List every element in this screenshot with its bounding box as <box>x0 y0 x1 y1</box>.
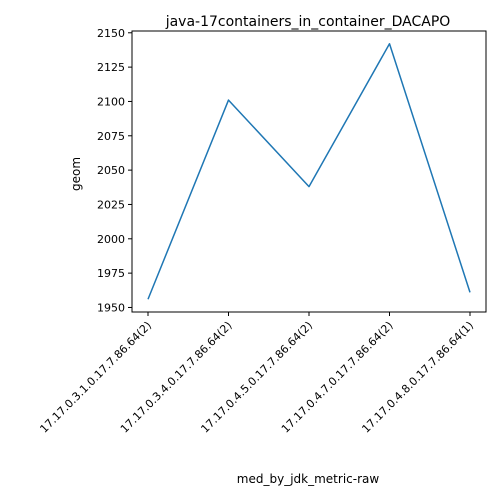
chart-title: java-17containers_in_container_DACAPO <box>165 14 451 30</box>
axes-frame <box>131 30 487 313</box>
y-tick-label: 1975 <box>97 267 125 280</box>
y-tick-label: 2100 <box>97 95 125 108</box>
y-tick-label: 1950 <box>97 301 125 314</box>
y-tick-label: 2000 <box>97 233 125 246</box>
y-tick-label: 2050 <box>97 164 125 177</box>
series-line <box>147 43 471 300</box>
y-tick-label: 2125 <box>97 61 125 74</box>
x-axis: 17.17.0.3.1.0.17.7.86.64(2)17.17.0.3.4.0… <box>37 312 476 436</box>
y-axis-label: geom <box>69 157 83 191</box>
y-tick-label: 2150 <box>97 27 125 40</box>
plot-area <box>147 43 471 300</box>
y-axis: 1950 1975 2000 2025 2050 2075 2100 2125 2150 <box>97 27 132 314</box>
y-tick-label: 2075 <box>97 130 125 143</box>
x-axis-label: med_by_jdk_metric-raw <box>237 472 380 486</box>
y-tick-label: 2025 <box>97 198 125 211</box>
